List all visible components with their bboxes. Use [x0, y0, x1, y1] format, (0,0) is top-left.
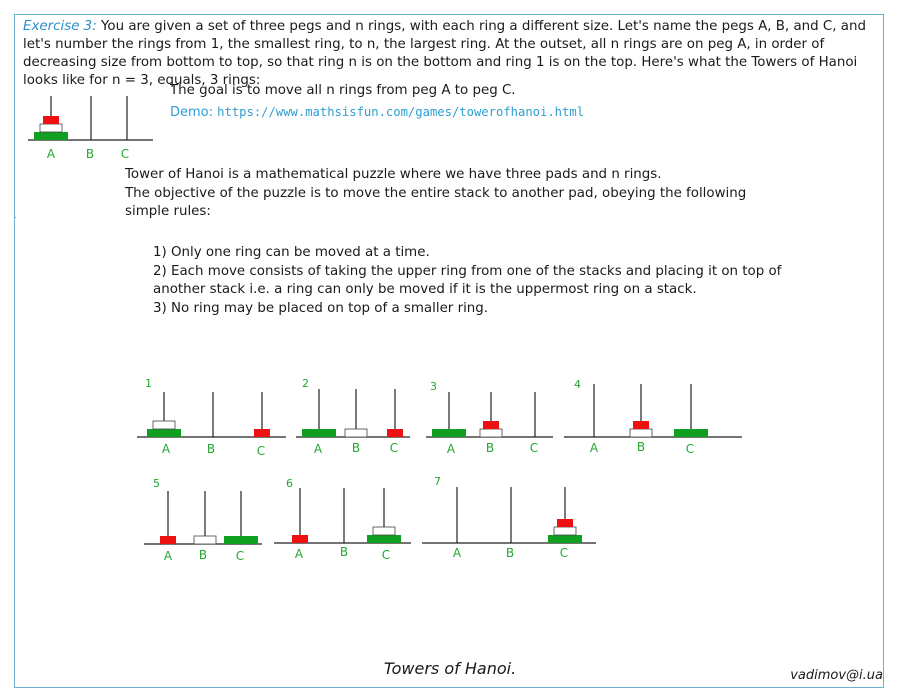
step-2-label-b: B [352, 441, 360, 455]
step-1-ring-l [147, 429, 181, 437]
step-2-label-c: C [390, 441, 398, 455]
step-2-number: 2 [302, 377, 309, 390]
step-1-label-a: A [162, 442, 171, 456]
step-7-ring-m [553, 526, 577, 536]
rules-list: 1) Only one ring can be moved at a time.… [153, 244, 793, 318]
step-4-label-a: A [590, 441, 599, 455]
author-email: vadimov@i.ua [790, 668, 883, 683]
step-6-label-b: B [340, 545, 348, 559]
intro-label-a: A [47, 147, 56, 161]
step-6-ring-l [367, 535, 401, 543]
intro-ring-m [39, 123, 63, 133]
exercise-label: Exercise 3: [23, 19, 97, 34]
rule-3: 3) No ring may be placed on top of a sma… [153, 300, 489, 316]
figure-caption: Towers of Hanoi. [383, 659, 517, 678]
intro-label-b: B [86, 147, 94, 161]
step-7-label-b: B [506, 546, 514, 560]
step-2-ring-s [387, 429, 403, 437]
exercise-text: You are given a set of three pegs and n … [23, 19, 866, 88]
step-3-label-b: B [486, 441, 494, 455]
rule-2: 2) Each move consists of taking the uppe… [153, 263, 782, 298]
step-5-label-a: A [164, 549, 173, 563]
step-7-label-c: C [560, 546, 568, 560]
step-4-ring-m [629, 428, 653, 438]
step-3-ring-s [483, 421, 499, 429]
step-5-label-b: B [199, 548, 207, 562]
step-6-number: 6 [286, 477, 293, 490]
step-2-ring-m [344, 428, 368, 438]
step-5-label-c: C [236, 549, 244, 563]
step-1-label-c: C [257, 444, 265, 458]
step-6-ring-m [372, 526, 396, 536]
step-5-number: 5 [153, 477, 160, 490]
goal-text: The goal is to move all n rings from peg… [170, 83, 516, 98]
exercise-intro: Exercise 3: You are given a set of three… [23, 18, 885, 90]
intro-label-c: C [121, 147, 129, 161]
demo-label: Demo: [170, 105, 214, 120]
step-3-ring-m [479, 428, 503, 438]
step-3-label-c: C [530, 441, 538, 455]
step-4-label-b: B [637, 440, 645, 454]
step-6-label-a: A [295, 547, 304, 561]
step-4-ring-l [674, 429, 708, 437]
demo-line: Demo: https://www.mathsisfun.com/games/t… [170, 105, 584, 120]
step-4-number: 4 [574, 378, 581, 391]
step-5-ring-m [193, 535, 217, 545]
step-1-number: 1 [145, 377, 152, 390]
step-1-label-b: B [207, 442, 215, 456]
step-6-ring-s [292, 535, 308, 543]
step-7-ring-s [557, 519, 573, 527]
puzzle-description: Tower of Hanoi is a mathematical puzzle … [125, 166, 765, 222]
page-frame [14, 14, 884, 688]
description-line-1: Tower of Hanoi is a mathematical puzzle … [125, 167, 662, 182]
step-2-ring-l [302, 429, 336, 437]
step-7-ring-l [548, 535, 582, 543]
step-3-label-a: A [447, 442, 456, 456]
step-4-ring-s [633, 421, 649, 429]
step-7-label-a: A [453, 546, 462, 560]
stray-dot [15, 217, 16, 218]
step-5-ring-s [160, 536, 176, 544]
step-1-ring-m [152, 420, 176, 430]
intro-ring-s [43, 116, 59, 124]
description-line-2: The objective of the puzzle is to move t… [125, 185, 747, 220]
step-6-label-c: C [382, 548, 390, 562]
intro-ring-l [34, 132, 68, 140]
step-4-label-c: C [686, 442, 694, 456]
step-2-label-a: A [314, 442, 323, 456]
step-3-ring-l [432, 429, 466, 437]
step-1-ring-s [254, 429, 270, 437]
step-3-number: 3 [430, 380, 437, 393]
step-5-ring-l [224, 536, 258, 544]
rule-1: 1) Only one ring can be moved at a time. [153, 245, 430, 260]
step-7-number: 7 [434, 475, 441, 488]
demo-link[interactable]: https://www.mathsisfun.com/games/towerof… [217, 105, 585, 119]
